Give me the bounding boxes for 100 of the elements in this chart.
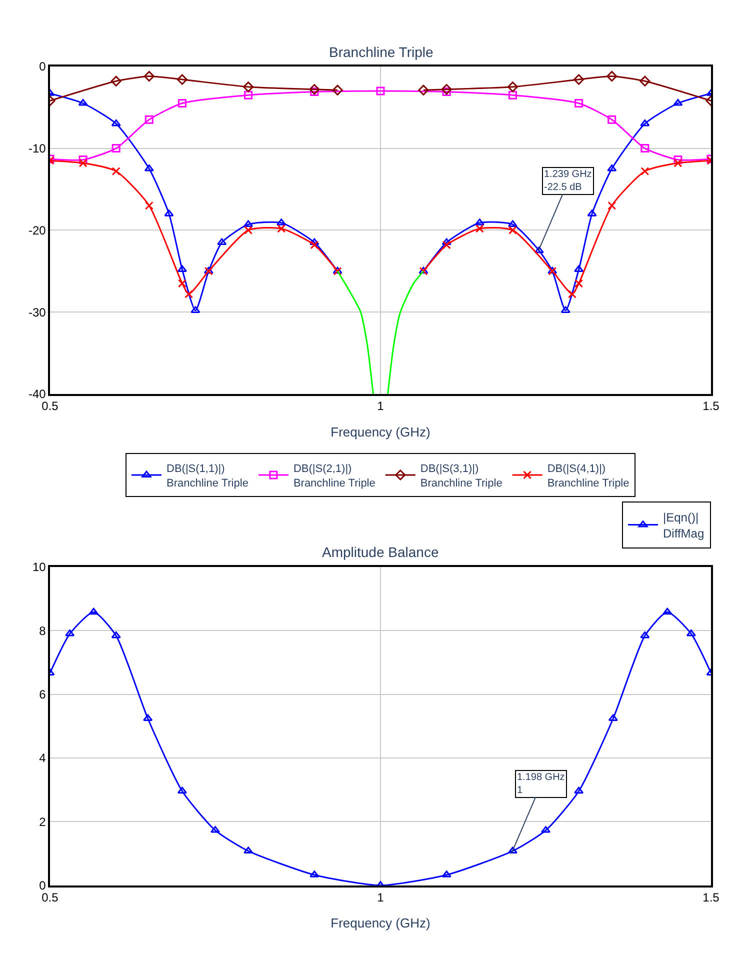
point [144, 164, 154, 172]
point [508, 846, 518, 854]
point [475, 224, 484, 233]
point [144, 201, 154, 210]
legend-label: DB(|S(1,1)|) Branchline Triple [166, 463, 248, 490]
point [243, 82, 254, 92]
point [606, 70, 618, 82]
point [442, 238, 452, 245]
x-tick-label: 1.5 [702, 399, 720, 414]
point [574, 99, 584, 108]
point [640, 119, 650, 126]
y-tick-label: -20 [28, 223, 46, 238]
point [78, 99, 88, 106]
point [112, 166, 120, 176]
point [217, 238, 227, 245]
point [65, 630, 75, 636]
point [560, 306, 570, 313]
legend-label: DB(|S(4,1)|) Branchline Triple [547, 463, 630, 490]
point [608, 115, 616, 124]
y-tick-label: 0 [39, 60, 46, 74]
y-tick-label: 2 [39, 814, 46, 829]
point [662, 608, 672, 615]
point [574, 279, 584, 288]
point [110, 76, 122, 86]
point [418, 84, 429, 96]
point [244, 220, 254, 227]
y-tick-label: 0 [39, 878, 46, 893]
point [674, 156, 682, 164]
point [441, 84, 452, 95]
point [332, 84, 343, 96]
point [244, 90, 253, 100]
point [568, 290, 576, 298]
point [376, 86, 385, 96]
point [608, 201, 616, 210]
point [442, 870, 452, 878]
point [177, 786, 187, 794]
x-tick-label: 1 [377, 399, 384, 414]
point [144, 70, 154, 82]
point [508, 226, 517, 234]
point [574, 265, 584, 272]
y-tick-label: 4 [39, 751, 46, 766]
point [184, 290, 194, 298]
y-tick-label: 6 [39, 688, 46, 702]
point [587, 210, 597, 216]
point [177, 265, 187, 272]
point [176, 74, 188, 85]
y-tick-label: -30 [28, 305, 46, 320]
y-tick-label: 8 [39, 624, 46, 638]
legend-label: DB(|S(2,1)|) Branchline Triple [293, 463, 376, 490]
point [310, 240, 319, 250]
point [534, 246, 544, 254]
annotation: 1.198 GHz 1 [517, 772, 565, 796]
point [507, 82, 518, 92]
point [673, 99, 683, 106]
y-tick-label: 10 [32, 560, 46, 574]
point [78, 156, 88, 164]
point [190, 306, 200, 313]
legend-label: DB(|S(3,1)|) Branchline Triple [420, 463, 502, 490]
x-axis-title: Frequency (GHz) [330, 424, 430, 440]
x-tick-label: 1 [377, 890, 384, 905]
point [143, 714, 153, 722]
x-tick-label: 0.5 [42, 399, 59, 414]
legend-label: |Eqn()| DiffMag [663, 510, 704, 540]
point [574, 74, 584, 85]
point [244, 846, 254, 854]
point [178, 99, 186, 108]
point [310, 870, 320, 878]
point [276, 218, 286, 226]
chart-title: Amplitude Balance [322, 544, 439, 560]
x-axis-title: Frequency (GHz) [330, 916, 430, 931]
y-tick-label: -10 [28, 142, 46, 156]
point [508, 90, 517, 100]
x-tick-label: 0.5 [42, 890, 59, 905]
point [508, 220, 518, 227]
point [640, 631, 650, 638]
point [111, 119, 121, 126]
y-tick-label: -40 [28, 387, 46, 402]
chart-title: Branchline Triple [329, 44, 434, 60]
point [607, 164, 617, 172]
point [164, 210, 174, 216]
point [310, 238, 320, 245]
point [640, 144, 650, 153]
point [178, 279, 186, 288]
annotation: 1.239 GHz -22.5 dB [544, 169, 592, 193]
point [442, 240, 451, 250]
point [111, 631, 121, 638]
point [277, 224, 286, 233]
point [442, 88, 451, 96]
point [608, 714, 618, 722]
point [640, 166, 650, 176]
point [640, 76, 650, 86]
point [309, 84, 320, 95]
point [78, 158, 88, 168]
point [88, 608, 98, 615]
point [686, 630, 696, 636]
point [244, 226, 253, 234]
point [144, 115, 154, 124]
point [574, 786, 584, 794]
point [112, 144, 120, 153]
point [310, 88, 319, 96]
